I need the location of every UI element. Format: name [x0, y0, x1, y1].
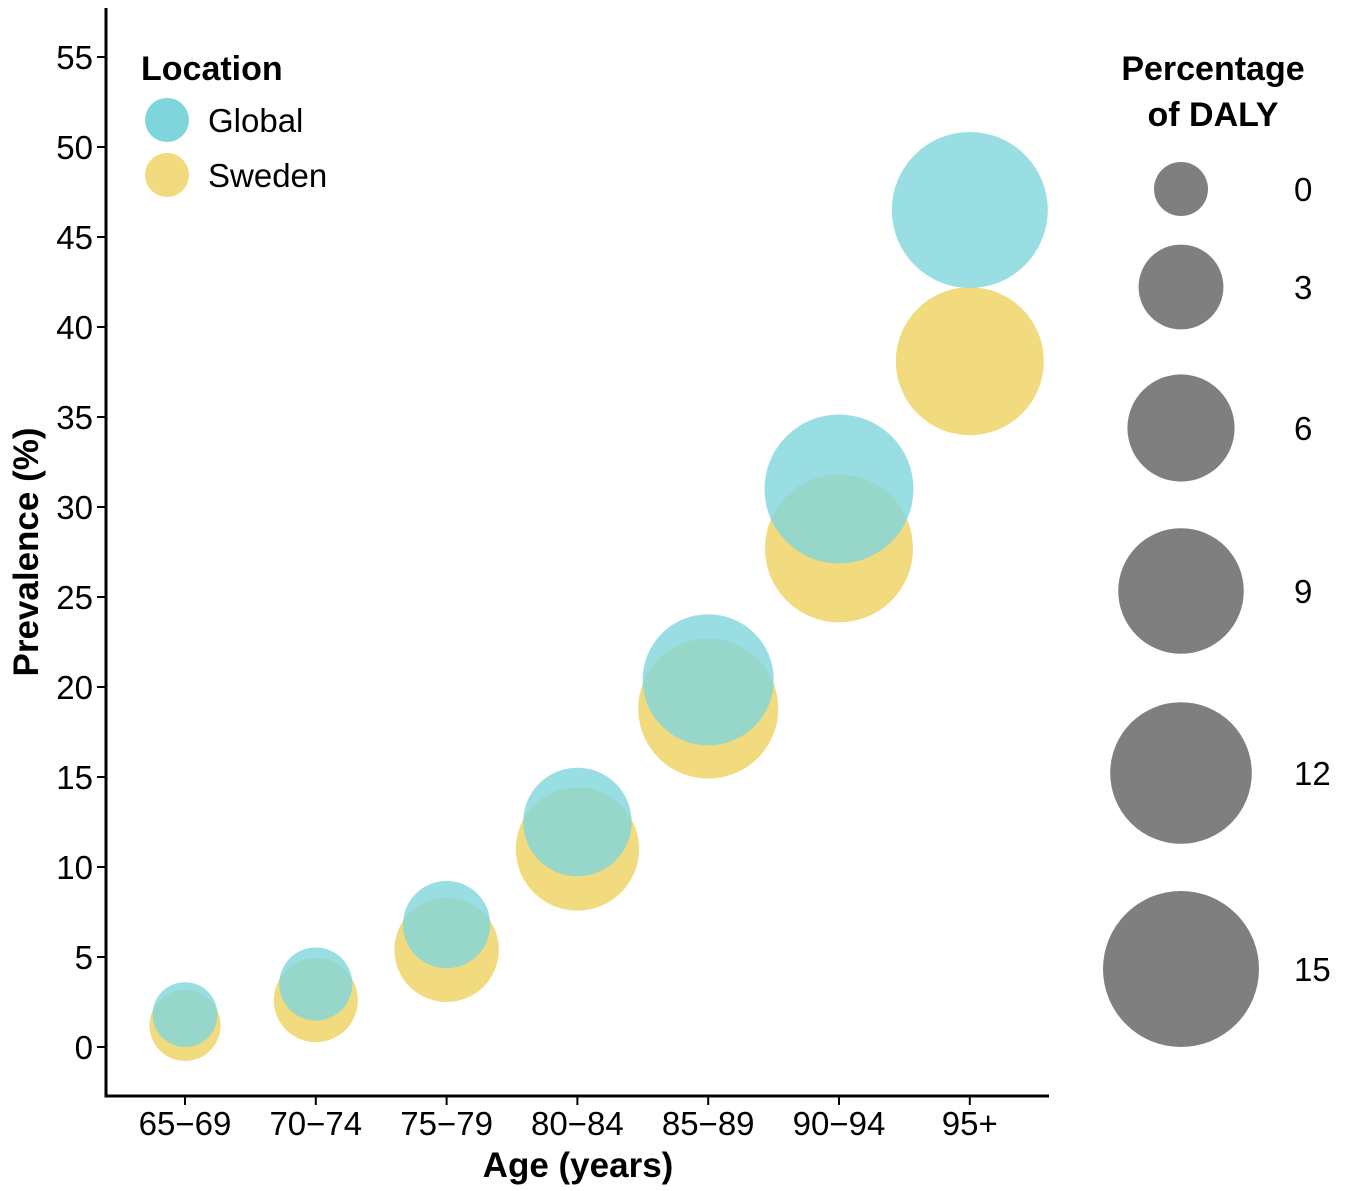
- size-legend-label: 3: [1294, 269, 1312, 306]
- y-tick-label: 5: [75, 939, 93, 976]
- x-tick-label: 75−79: [400, 1105, 493, 1142]
- y-axis-title: Prevalence (%): [7, 427, 46, 676]
- bubble-global-6: [891, 132, 1048, 288]
- y-tick-label: 45: [56, 219, 93, 256]
- color-legend-title: Location: [141, 50, 283, 88]
- legend-label-sweden: Sweden: [208, 157, 327, 194]
- y-tick-label: 25: [56, 579, 93, 616]
- y-tick-label: 10: [56, 849, 93, 886]
- size-legend-key-6: [1127, 374, 1235, 482]
- size-legend-label: 12: [1294, 755, 1331, 792]
- bubble-global-3: [523, 767, 632, 877]
- x-ticks: 65−69 70−74 75−79 80−84 85−89 90−94 95+: [139, 1096, 998, 1142]
- legend-key-global: [145, 98, 189, 142]
- size-legend-key-15: [1103, 891, 1259, 1047]
- x-tick-label: 65−69: [139, 1105, 232, 1142]
- bubble-global-4: [642, 614, 774, 746]
- y-tick-label: 50: [56, 129, 93, 166]
- x-tick-label: 95+: [942, 1105, 998, 1142]
- color-legend: Location Global Sweden: [141, 50, 327, 197]
- size-legend-label: 6: [1294, 410, 1312, 447]
- y-tick-label: 0: [75, 1029, 93, 1066]
- size-legend: Percentage of DALY 0 3 6 9 12 15: [1103, 50, 1331, 1047]
- y-tick-label: 40: [56, 309, 93, 346]
- bubble-layer: [149, 132, 1048, 1061]
- size-legend-title-line-1: Percentage: [1121, 50, 1304, 88]
- legend-key-sweden: [145, 153, 189, 197]
- size-legend-key-0: [1154, 162, 1208, 216]
- size-legend-key-9: [1118, 528, 1244, 654]
- legend-label-global: Global: [208, 102, 303, 139]
- size-legend-keys: 0 3 6 9 12 15: [1103, 162, 1331, 1047]
- y-tick-label: 35: [56, 399, 93, 436]
- y-tick-label: 15: [56, 759, 93, 796]
- y-tick-label: 20: [56, 669, 93, 706]
- size-legend-label: 15: [1294, 951, 1331, 988]
- size-legend-title-line-2: of DALY: [1148, 96, 1279, 134]
- size-legend-key-12: [1110, 702, 1252, 844]
- size-legend-label: 0: [1294, 171, 1312, 208]
- y-tick-label: 30: [56, 489, 93, 526]
- bubble-global-2: [402, 880, 491, 969]
- x-axis-title: Age (years): [483, 1146, 674, 1185]
- x-tick-label: 80−84: [531, 1105, 624, 1142]
- bubble-global-0: [152, 982, 218, 1048]
- bubble-sweden-6: [895, 287, 1044, 436]
- bubble-global-5: [764, 414, 914, 564]
- axes: 0 5 10 15 20 25 30 35 40 45 50 55 65−69 70−74 75−79 80…: [56, 8, 1049, 1142]
- x-tick-label: 85−89: [662, 1105, 755, 1142]
- y-tick-label: 55: [56, 39, 93, 76]
- size-legend-label: 9: [1294, 573, 1312, 610]
- x-tick-label: 90−94: [793, 1105, 886, 1142]
- y-ticks: 0 5 10 15 20 25 30 35 40 45 50 55: [56, 39, 106, 1066]
- bubble-global-1: [279, 947, 353, 1021]
- size-legend-key-3: [1138, 244, 1224, 330]
- x-tick-label: 70−74: [269, 1105, 362, 1142]
